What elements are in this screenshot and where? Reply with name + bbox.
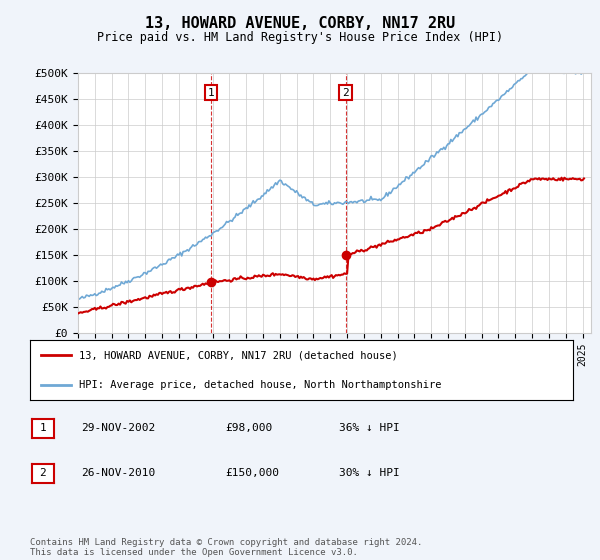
Text: 36% ↓ HPI: 36% ↓ HPI: [339, 423, 400, 433]
Text: 1: 1: [208, 87, 214, 97]
Text: 1: 1: [40, 423, 46, 433]
Text: 30% ↓ HPI: 30% ↓ HPI: [339, 468, 400, 478]
Text: HPI: Average price, detached house, North Northamptonshire: HPI: Average price, detached house, Nort…: [79, 380, 442, 390]
Text: Price paid vs. HM Land Registry's House Price Index (HPI): Price paid vs. HM Land Registry's House …: [97, 31, 503, 44]
Text: £150,000: £150,000: [225, 468, 279, 478]
Text: 13, HOWARD AVENUE, CORBY, NN17 2RU: 13, HOWARD AVENUE, CORBY, NN17 2RU: [145, 16, 455, 31]
Text: Contains HM Land Registry data © Crown copyright and database right 2024.
This d: Contains HM Land Registry data © Crown c…: [30, 538, 422, 557]
Text: 29-NOV-2002: 29-NOV-2002: [81, 423, 155, 433]
Text: 13, HOWARD AVENUE, CORBY, NN17 2RU (detached house): 13, HOWARD AVENUE, CORBY, NN17 2RU (deta…: [79, 350, 398, 360]
Text: 26-NOV-2010: 26-NOV-2010: [81, 468, 155, 478]
Text: 2: 2: [342, 87, 349, 97]
Text: £98,000: £98,000: [225, 423, 272, 433]
Text: 2: 2: [40, 468, 46, 478]
